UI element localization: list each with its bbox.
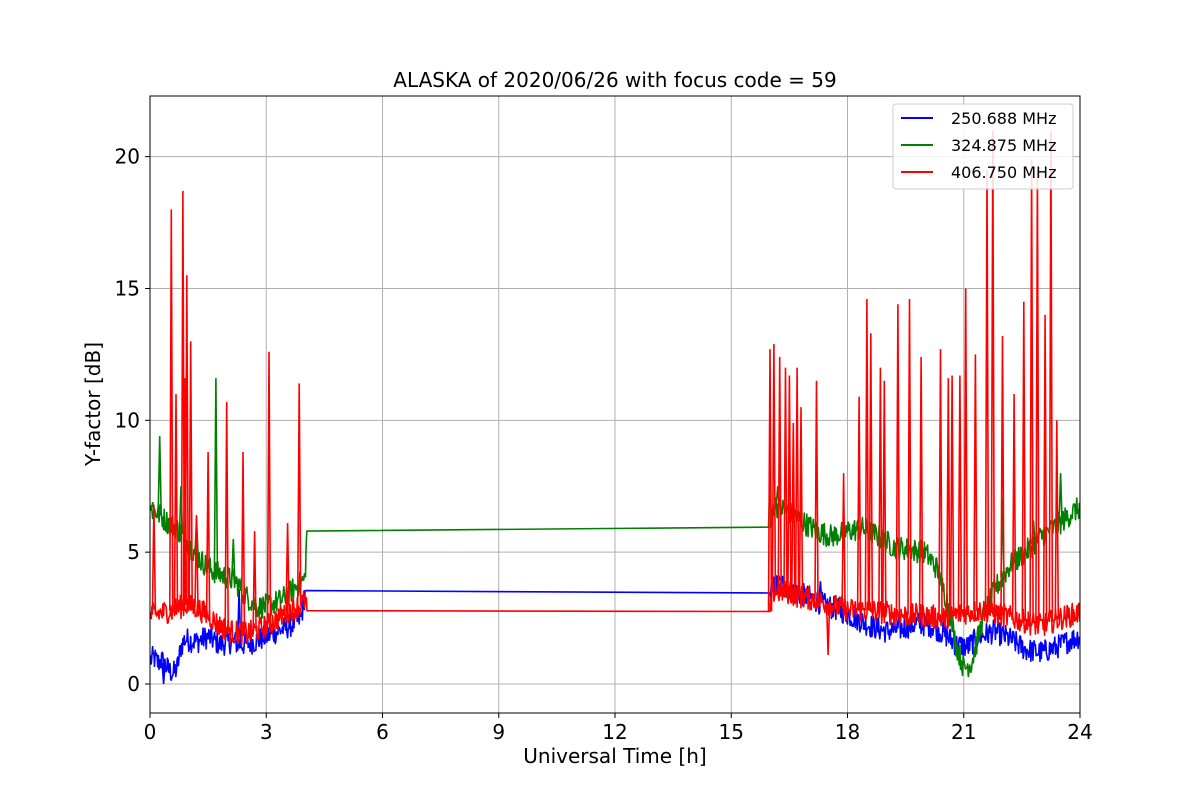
series-spike xyxy=(973,354,978,612)
series-spike xyxy=(918,356,924,616)
y-axis-label: Y-factor [dB] xyxy=(81,342,105,467)
series-spike xyxy=(946,378,951,618)
series-spike xyxy=(963,288,968,613)
series-spike xyxy=(173,393,179,609)
series-spike xyxy=(266,351,272,625)
series-spike xyxy=(252,531,257,632)
series-spike xyxy=(791,422,796,595)
series-spike xyxy=(1058,473,1063,523)
series-spike xyxy=(841,473,846,609)
series-spike xyxy=(882,380,887,613)
series-spike xyxy=(856,396,862,611)
series-spike xyxy=(157,436,162,515)
series-spike xyxy=(814,380,819,600)
series-spike xyxy=(864,298,870,611)
chart-title: ALASKA of 2020/06/26 with focus code = 5… xyxy=(393,68,836,92)
x-tick-label: 3 xyxy=(260,720,273,744)
series-spike xyxy=(161,662,166,685)
legend-box xyxy=(892,103,1074,190)
series-spike xyxy=(798,407,804,598)
legend-label: 406.750 MHz xyxy=(951,163,1056,182)
series-spike xyxy=(938,349,943,618)
series-spike xyxy=(151,504,157,615)
series-spike xyxy=(907,298,912,616)
series-spike xyxy=(878,367,883,613)
x-axis-label: Universal Time [h] xyxy=(523,744,706,768)
y-tick-label: 10 xyxy=(115,408,140,432)
series-spike xyxy=(213,378,219,573)
y-tick-label: 0 xyxy=(127,672,140,696)
x-tick-label: 12 xyxy=(602,720,627,744)
series-spike xyxy=(1042,314,1048,625)
y-tick-label: 15 xyxy=(115,276,140,300)
series-spike xyxy=(771,343,777,592)
y-tick-label: 20 xyxy=(115,145,140,169)
series-spike xyxy=(296,383,302,606)
y-tick-label: 5 xyxy=(127,540,140,564)
series-spike xyxy=(184,275,190,606)
legend: 250.688 MHz 324.875 MHz 406.750 MHz xyxy=(892,103,1074,190)
series-spike xyxy=(825,603,831,656)
series-spike xyxy=(895,304,901,615)
series-spike xyxy=(787,375,792,594)
x-tick-label: 6 xyxy=(376,720,389,744)
series-spike xyxy=(188,341,193,607)
series-spike xyxy=(231,538,236,581)
x-tick-label: 24 xyxy=(1067,720,1092,744)
legend-label: 250.688 MHz xyxy=(951,109,1056,128)
series-spike xyxy=(224,401,229,630)
x-tick-label: 15 xyxy=(719,720,744,744)
series-spike xyxy=(1054,420,1060,620)
x-tick-label: 9 xyxy=(492,720,505,744)
series-spike xyxy=(868,333,874,611)
series-spike xyxy=(1021,301,1027,622)
series-spike xyxy=(169,209,174,611)
y-axis-ticks: 0 5 10 15 20 xyxy=(115,145,150,696)
series-spike xyxy=(240,451,246,634)
legend-label: 324.875 MHz xyxy=(951,136,1056,155)
series-spike xyxy=(205,451,211,616)
x-tick-label: 0 xyxy=(144,720,157,744)
x-tick-label: 21 xyxy=(951,720,976,744)
series-spike xyxy=(285,523,290,612)
series-spike xyxy=(783,367,788,592)
x-tick-label: 18 xyxy=(835,720,860,744)
series-spike xyxy=(194,515,199,608)
x-axis-ticks: 0 3 6 9 12 15 18 21 24 xyxy=(144,713,1093,744)
series-spike xyxy=(957,375,963,614)
series-spike xyxy=(794,367,800,596)
series-spike xyxy=(767,349,773,612)
series-spike xyxy=(1000,335,1005,616)
series-spike xyxy=(949,375,955,617)
series-spike xyxy=(1011,393,1017,619)
series-spike xyxy=(777,356,782,592)
